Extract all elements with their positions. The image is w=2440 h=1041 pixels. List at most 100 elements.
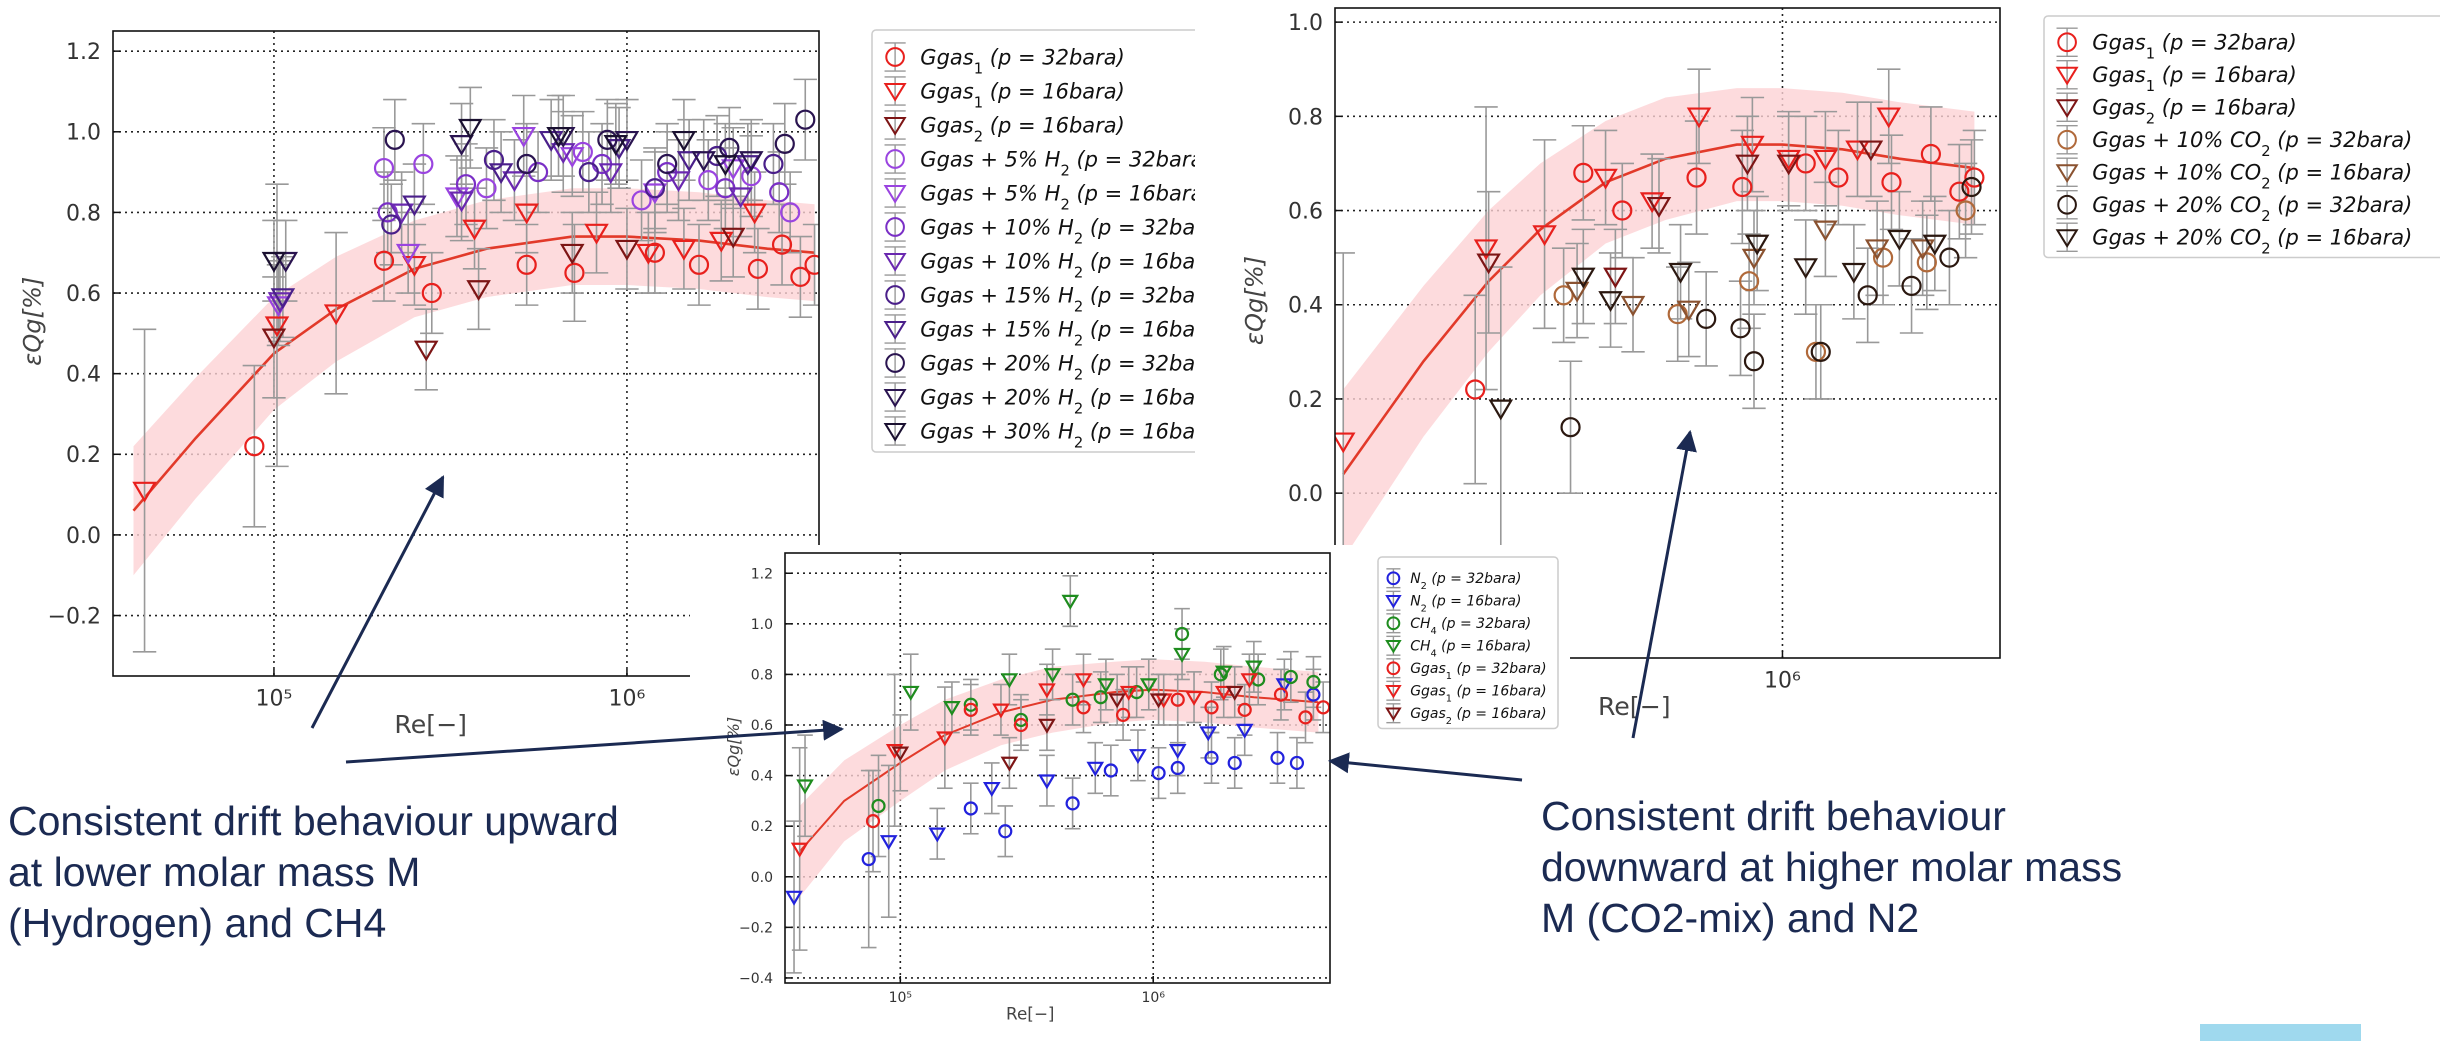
data-point xyxy=(1612,200,1633,221)
data-point xyxy=(1038,718,1056,734)
y-tick-label: −0.2 xyxy=(48,604,101,629)
legend-entry: Ggas2 (p = 16bara) xyxy=(920,113,1125,145)
data-point xyxy=(273,251,299,273)
data-point xyxy=(1204,750,1219,765)
legend-entry: Ggas1 (p = 32bara) xyxy=(920,45,1125,77)
legend-marker xyxy=(2057,129,2077,150)
data-point xyxy=(795,109,816,130)
data-point xyxy=(631,190,652,211)
legend-entry: Ggas + 10% CO2 (p = 16bara) xyxy=(2092,161,2412,193)
legend-marker xyxy=(885,47,905,67)
data-point xyxy=(1061,594,1080,610)
data-point xyxy=(1857,285,1878,306)
legend-marker xyxy=(1385,685,1402,699)
legend-marker xyxy=(883,388,907,408)
y-axis-label: εQg[%] xyxy=(724,717,743,776)
data-point xyxy=(466,280,491,302)
data-point xyxy=(1225,685,1244,701)
data-point xyxy=(738,151,764,173)
data-point xyxy=(373,157,395,179)
data-point xyxy=(614,239,640,261)
data-point xyxy=(546,126,571,148)
data-point xyxy=(698,170,719,191)
markers-1 xyxy=(132,203,767,503)
data-point xyxy=(1173,647,1191,663)
data-point xyxy=(1170,760,1185,776)
data-point xyxy=(1488,399,1514,421)
legend-entry: Ggas + 20% CO2 (p = 16bara) xyxy=(2092,226,2412,258)
markers-0 xyxy=(1465,143,1985,400)
y-tick-label: 0.8 xyxy=(66,201,101,226)
data-point xyxy=(1668,262,1693,284)
y-tick-label: 0.0 xyxy=(66,524,101,549)
data-point xyxy=(502,171,527,193)
data-point xyxy=(413,153,434,175)
y-axis-label: εQg[%] xyxy=(18,277,46,366)
data-point xyxy=(1793,258,1819,280)
data-point xyxy=(1910,239,1935,261)
uncertainty-band xyxy=(799,659,1319,897)
data-point xyxy=(1920,143,1941,165)
data-point xyxy=(1000,756,1019,772)
data-point xyxy=(644,242,665,263)
data-point xyxy=(1813,149,1838,171)
plot-frame xyxy=(112,30,820,677)
x-tick-label: 10⁶ xyxy=(1142,990,1166,1006)
data-point xyxy=(1961,176,1982,198)
legend-marker xyxy=(2055,99,2079,118)
data-point xyxy=(511,126,536,148)
plot-frame xyxy=(1334,7,2001,659)
x-axis-label: Re[−] xyxy=(1598,692,1671,721)
data-point xyxy=(1730,318,1751,339)
data-point xyxy=(1473,239,1499,261)
uncertainty-band xyxy=(133,188,815,576)
hydrogen-mixture-chart: −0.2 0.0 0.2 0.4 0.6 0.8 1.0 1.2 10⁵ 10⁶ Re[−] εQg[… xyxy=(18,29,1195,739)
data-point xyxy=(1743,351,1765,372)
data-point xyxy=(671,130,697,152)
data-point xyxy=(763,153,784,175)
legend-entry: Ggas + 20% CO2 (p = 32bara) xyxy=(2092,193,2412,225)
legend-marker xyxy=(2055,164,2079,183)
x-tick-label: 10⁶ xyxy=(1764,669,1801,694)
legend-entry: CH4 (p = 16bara) xyxy=(1410,639,1531,660)
data-point xyxy=(891,746,910,762)
legend-entry: Ggas1 (p = 16bara) xyxy=(920,79,1125,111)
y-tick-label: 1.2 xyxy=(751,566,773,582)
data-point xyxy=(1000,673,1019,689)
legend-entry: N2 (p = 32bara) xyxy=(1410,571,1521,592)
legend-marker xyxy=(1386,661,1401,676)
data-point xyxy=(402,255,427,277)
legend-marker xyxy=(885,217,905,237)
legend-entry: Ggas + 20% H2 (p = 32bara) xyxy=(920,351,1195,383)
data-point xyxy=(462,219,487,241)
slide-corner-bar xyxy=(2200,1024,2361,1041)
data-point xyxy=(603,135,629,156)
legend-marker xyxy=(1385,707,1402,722)
y-tick-label: 0.4 xyxy=(1288,294,1323,319)
data-point xyxy=(1129,749,1147,765)
data-point xyxy=(1639,192,1665,214)
data-point xyxy=(1289,755,1305,771)
legend: Ggas1 (p = 32bara)Ggas1 (p = 16bara)Ggas… xyxy=(2043,15,2440,259)
y-tick-label: 1.0 xyxy=(66,121,101,146)
data-point xyxy=(963,801,978,816)
legend: Ggas1 (p = 32bara)Ggas1 (p = 16bara)Ggas… xyxy=(871,29,1195,453)
data-point xyxy=(1170,692,1185,707)
series-1 xyxy=(132,171,767,653)
legend-marker xyxy=(883,252,907,272)
data-point xyxy=(1858,140,1884,162)
data-point xyxy=(780,202,801,223)
data-point xyxy=(1065,692,1080,707)
data-point xyxy=(943,701,961,717)
markers-10 xyxy=(273,126,764,273)
legend-entry: Ggas + 30% H2 (p = 16bara) xyxy=(920,419,1195,451)
data-point xyxy=(644,178,665,199)
data-point xyxy=(1245,660,1263,676)
legend-entry: Ggas + 10% CO2 (p = 32bara) xyxy=(2092,128,2412,160)
y-tick-label: 1.0 xyxy=(1288,11,1323,36)
data-point xyxy=(381,214,402,235)
markers-5 xyxy=(1560,176,1982,438)
y-tick-label: 0.2 xyxy=(751,819,773,835)
y-tick-label: 0.4 xyxy=(66,363,101,388)
data-point xyxy=(1086,761,1105,777)
